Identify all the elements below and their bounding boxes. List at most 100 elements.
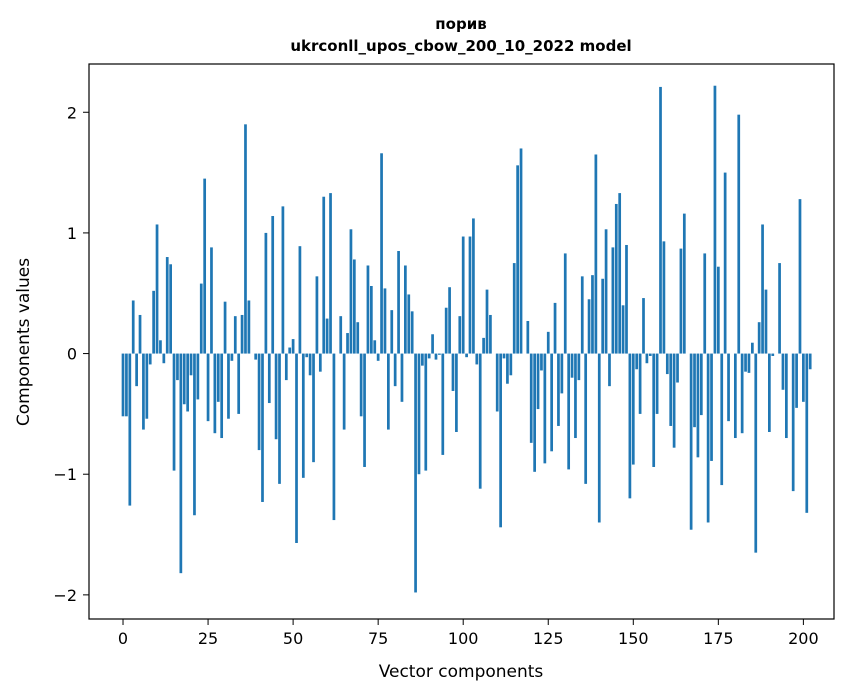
bar [553,302,557,354]
bar [421,353,424,366]
bar [383,288,387,354]
bar [363,353,366,467]
bar [376,353,380,361]
bar [587,299,591,354]
bar [172,353,176,471]
bar [369,286,373,354]
bar [325,318,329,354]
bar [227,353,230,419]
bar [237,353,241,414]
bar [155,224,159,354]
y-axis-ticks: −2 −1 0 1 2 [53,103,89,605]
bar [230,353,234,361]
bar [434,353,438,360]
bar [145,353,149,419]
bar [802,353,805,402]
bar [604,229,608,354]
bar [519,148,523,354]
bar [189,353,193,376]
bar [560,353,564,394]
bar [682,213,686,354]
bar [380,153,383,354]
bar [267,353,271,404]
bar [611,247,615,354]
bar [298,246,302,354]
bar [543,353,547,464]
bar [716,266,720,354]
bar [805,353,809,513]
bar [768,353,771,432]
chart-title-line2: ukrconll_upos_cbow_200_10_2022 model [290,37,631,55]
bar [254,353,258,360]
bar [798,199,802,354]
bar [502,353,506,359]
bar [257,353,261,451]
bar [506,353,509,384]
x-tick-label: 175 [703,629,734,648]
x-axis-label: Vector components [379,662,544,682]
bar [233,316,237,354]
bar [216,353,220,402]
bar [414,353,417,593]
bar [703,253,707,354]
bar [638,353,642,414]
bar [366,265,370,354]
bar [584,353,588,484]
bar [417,353,421,475]
bar [740,353,744,434]
chart-title-line1: порив [435,15,486,33]
bar [223,301,227,354]
bar [751,342,754,354]
bar [410,311,414,354]
x-tick-label: 150 [618,629,649,648]
bar [669,353,673,426]
bar [808,353,812,370]
bar [312,353,315,463]
x-tick-label: 200 [788,629,819,648]
bar [475,353,479,365]
bar [754,353,758,553]
bar [349,229,353,354]
bar [315,276,319,354]
x-tick-label: 100 [448,629,479,648]
bar [339,316,343,354]
bar [288,347,292,354]
bar [570,353,574,378]
bar [210,247,213,354]
bar [795,353,798,408]
bar [482,337,485,354]
bar [400,353,404,402]
bar [628,353,632,499]
bar [706,353,710,523]
bar [478,353,482,489]
bar [529,353,533,443]
bar [737,114,741,354]
bar [318,353,322,372]
y-tick-label: −2 [53,586,77,605]
bar [485,289,489,354]
bar [509,353,513,376]
bar [676,353,679,383]
bar [444,307,448,354]
bar [546,331,550,354]
bar [431,334,434,354]
y-tick-label: 0 [67,345,77,364]
bar [659,86,662,354]
bar [342,353,346,430]
bar [373,340,377,354]
bar [393,353,397,387]
bar [580,276,584,354]
bar [176,353,179,381]
bar [696,353,700,458]
x-tick-label: 0 [118,629,128,648]
y-tick-label: −1 [53,465,77,484]
bar [407,294,411,354]
bar [125,353,128,417]
bar [240,314,244,354]
bar [771,353,775,356]
x-tick-label: 50 [283,629,303,648]
bar [465,353,468,358]
y-axis-label: Components values [14,258,34,426]
